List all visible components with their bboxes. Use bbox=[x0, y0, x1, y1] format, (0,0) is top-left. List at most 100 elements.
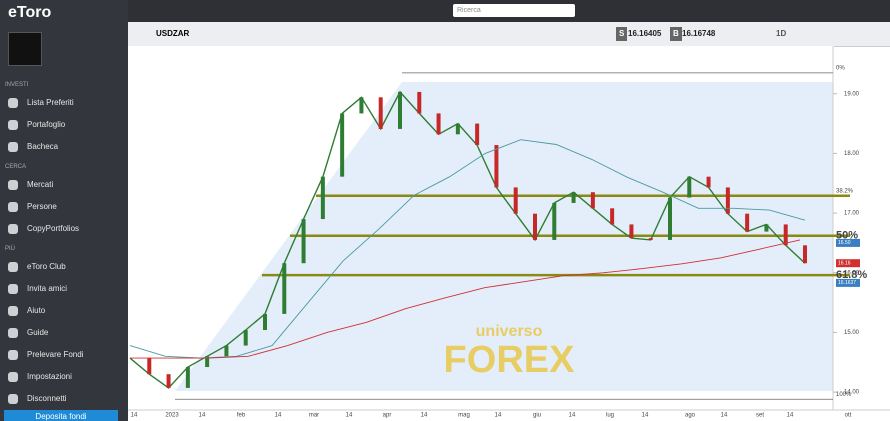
price-tag-label: 16.1637 bbox=[838, 280, 856, 286]
fib-label: 0% bbox=[836, 65, 845, 71]
x-tick-label: 14 bbox=[721, 413, 728, 419]
section-title: CERCA bbox=[5, 164, 27, 170]
menu-item[interactable]: Mercati bbox=[0, 174, 128, 196]
x-tick-label: 14 bbox=[346, 413, 353, 419]
fib-label: 38.2% bbox=[836, 188, 854, 194]
x-tick-label: mar bbox=[309, 413, 319, 419]
menu-item[interactable]: Lista Preferiti bbox=[0, 92, 128, 114]
price-tag bbox=[836, 238, 860, 247]
candle bbox=[224, 345, 229, 357]
candle bbox=[359, 97, 364, 114]
candle bbox=[263, 313, 267, 331]
chart: 19.00 18.00 17.00 16.00 15.00 14.00 14 2023 14 fe… bbox=[128, 46, 890, 419]
menu-item[interactable]: Bacheca bbox=[0, 136, 128, 158]
chart-header: USDZAR S 16.16405 B 16.16748 1D bbox=[128, 22, 890, 47]
buy-price[interactable]: 16.16748 bbox=[682, 29, 716, 38]
menu-item[interactable]: Aiuto bbox=[0, 300, 128, 322]
x-tick-label: 14 bbox=[199, 413, 206, 419]
x-tick-label: feb bbox=[237, 413, 246, 419]
y-tick-label: 17.00 bbox=[844, 211, 860, 217]
x-tick-label: 14 bbox=[275, 413, 282, 419]
buy-label[interactable]: B bbox=[670, 27, 682, 41]
menu-item[interactable]: Prelevare Fondi bbox=[0, 344, 128, 366]
candle bbox=[764, 224, 769, 232]
x-tick-label: ott bbox=[845, 413, 852, 419]
candle bbox=[147, 358, 152, 375]
section-title: PIÙ bbox=[5, 246, 16, 252]
deposit-button[interactable]: Deposita fondi bbox=[4, 410, 118, 421]
candle bbox=[648, 238, 653, 240]
candle bbox=[185, 367, 190, 388]
fib-label: 100% bbox=[836, 392, 852, 398]
price-tag bbox=[836, 278, 860, 287]
candle bbox=[378, 97, 383, 129]
topbar: Ricerca bbox=[128, 0, 890, 22]
y-tick-label: 18.00 bbox=[844, 151, 860, 157]
candle bbox=[301, 219, 306, 264]
candle bbox=[706, 176, 711, 188]
candle bbox=[436, 113, 441, 135]
menu-item[interactable]: CopyPortfolios bbox=[0, 218, 128, 240]
sell-price[interactable]: 16.16405 bbox=[628, 29, 662, 38]
watermark: universo bbox=[476, 323, 543, 340]
menu-item[interactable]: Portafoglio bbox=[0, 114, 128, 136]
menu-item[interactable]: Invita amici bbox=[0, 278, 128, 300]
x-tick-label: giu bbox=[533, 413, 541, 419]
price-tag-label: 16.16 bbox=[838, 261, 851, 267]
menu-item[interactable]: eToro Club bbox=[0, 256, 128, 278]
candle bbox=[455, 123, 460, 135]
candle bbox=[745, 213, 750, 232]
x-tick-label: 14 bbox=[787, 413, 794, 419]
x-tick-label: 14 bbox=[642, 413, 649, 419]
candle bbox=[725, 187, 730, 214]
y-tick-label: 15.00 bbox=[844, 330, 860, 336]
candle bbox=[475, 123, 480, 146]
candle bbox=[417, 91, 422, 114]
symbol[interactable]: USDZAR bbox=[156, 29, 190, 38]
y-tick-label: 14.00 bbox=[844, 390, 860, 396]
x-tick-label: 14 bbox=[131, 413, 138, 419]
menu-item[interactable]: Guide bbox=[0, 322, 128, 344]
search-box[interactable]: Ricerca bbox=[453, 4, 575, 17]
y-tick-label: 16.00 bbox=[844, 270, 860, 276]
candle bbox=[494, 145, 499, 188]
candle bbox=[320, 176, 325, 220]
candle bbox=[205, 356, 210, 368]
candle bbox=[282, 263, 287, 314]
x-tick-label: 14 bbox=[421, 413, 428, 419]
menu-item[interactable]: Persone bbox=[0, 196, 128, 218]
watermark: FOREX bbox=[444, 339, 576, 381]
menu-item[interactable]: Impostazioni bbox=[0, 366, 128, 388]
y-tick-label: 19.00 bbox=[844, 91, 860, 97]
candle bbox=[571, 192, 576, 203]
price-tag bbox=[836, 259, 860, 268]
candle bbox=[166, 374, 171, 388]
candle bbox=[243, 330, 248, 346]
candle bbox=[803, 245, 807, 264]
candle bbox=[340, 113, 345, 177]
candle bbox=[668, 197, 672, 240]
candle bbox=[629, 224, 634, 239]
sell-label[interactable]: S bbox=[616, 27, 628, 41]
candle bbox=[513, 187, 518, 214]
candle bbox=[552, 202, 557, 240]
x-tick-label: 14 bbox=[569, 413, 576, 419]
sidebar: eToro INVESTI Lista Preferiti Portafoglio B… bbox=[0, 0, 128, 421]
avatar[interactable] bbox=[8, 32, 42, 66]
timeframe[interactable]: 1D bbox=[776, 29, 787, 38]
x-tick-label: apr bbox=[383, 413, 392, 419]
series-line bbox=[130, 239, 801, 359]
x-tick-label: lug bbox=[606, 413, 614, 419]
section-title: INVESTI bbox=[5, 82, 29, 88]
x-tick-label: ago bbox=[685, 413, 696, 419]
candle bbox=[590, 192, 595, 209]
series-line bbox=[129, 139, 806, 359]
fib-label: 50% bbox=[836, 230, 858, 242]
candle bbox=[687, 176, 692, 198]
logo[interactable]: eToro bbox=[8, 4, 52, 21]
price-tag-label: 16.50 bbox=[838, 240, 851, 246]
menu: INVESTI Lista Preferiti Portafoglio Bacheca… bbox=[0, 76, 128, 410]
x-tick-label: 14 bbox=[495, 413, 502, 419]
menu-item[interactable]: Disconnetti bbox=[0, 388, 128, 410]
